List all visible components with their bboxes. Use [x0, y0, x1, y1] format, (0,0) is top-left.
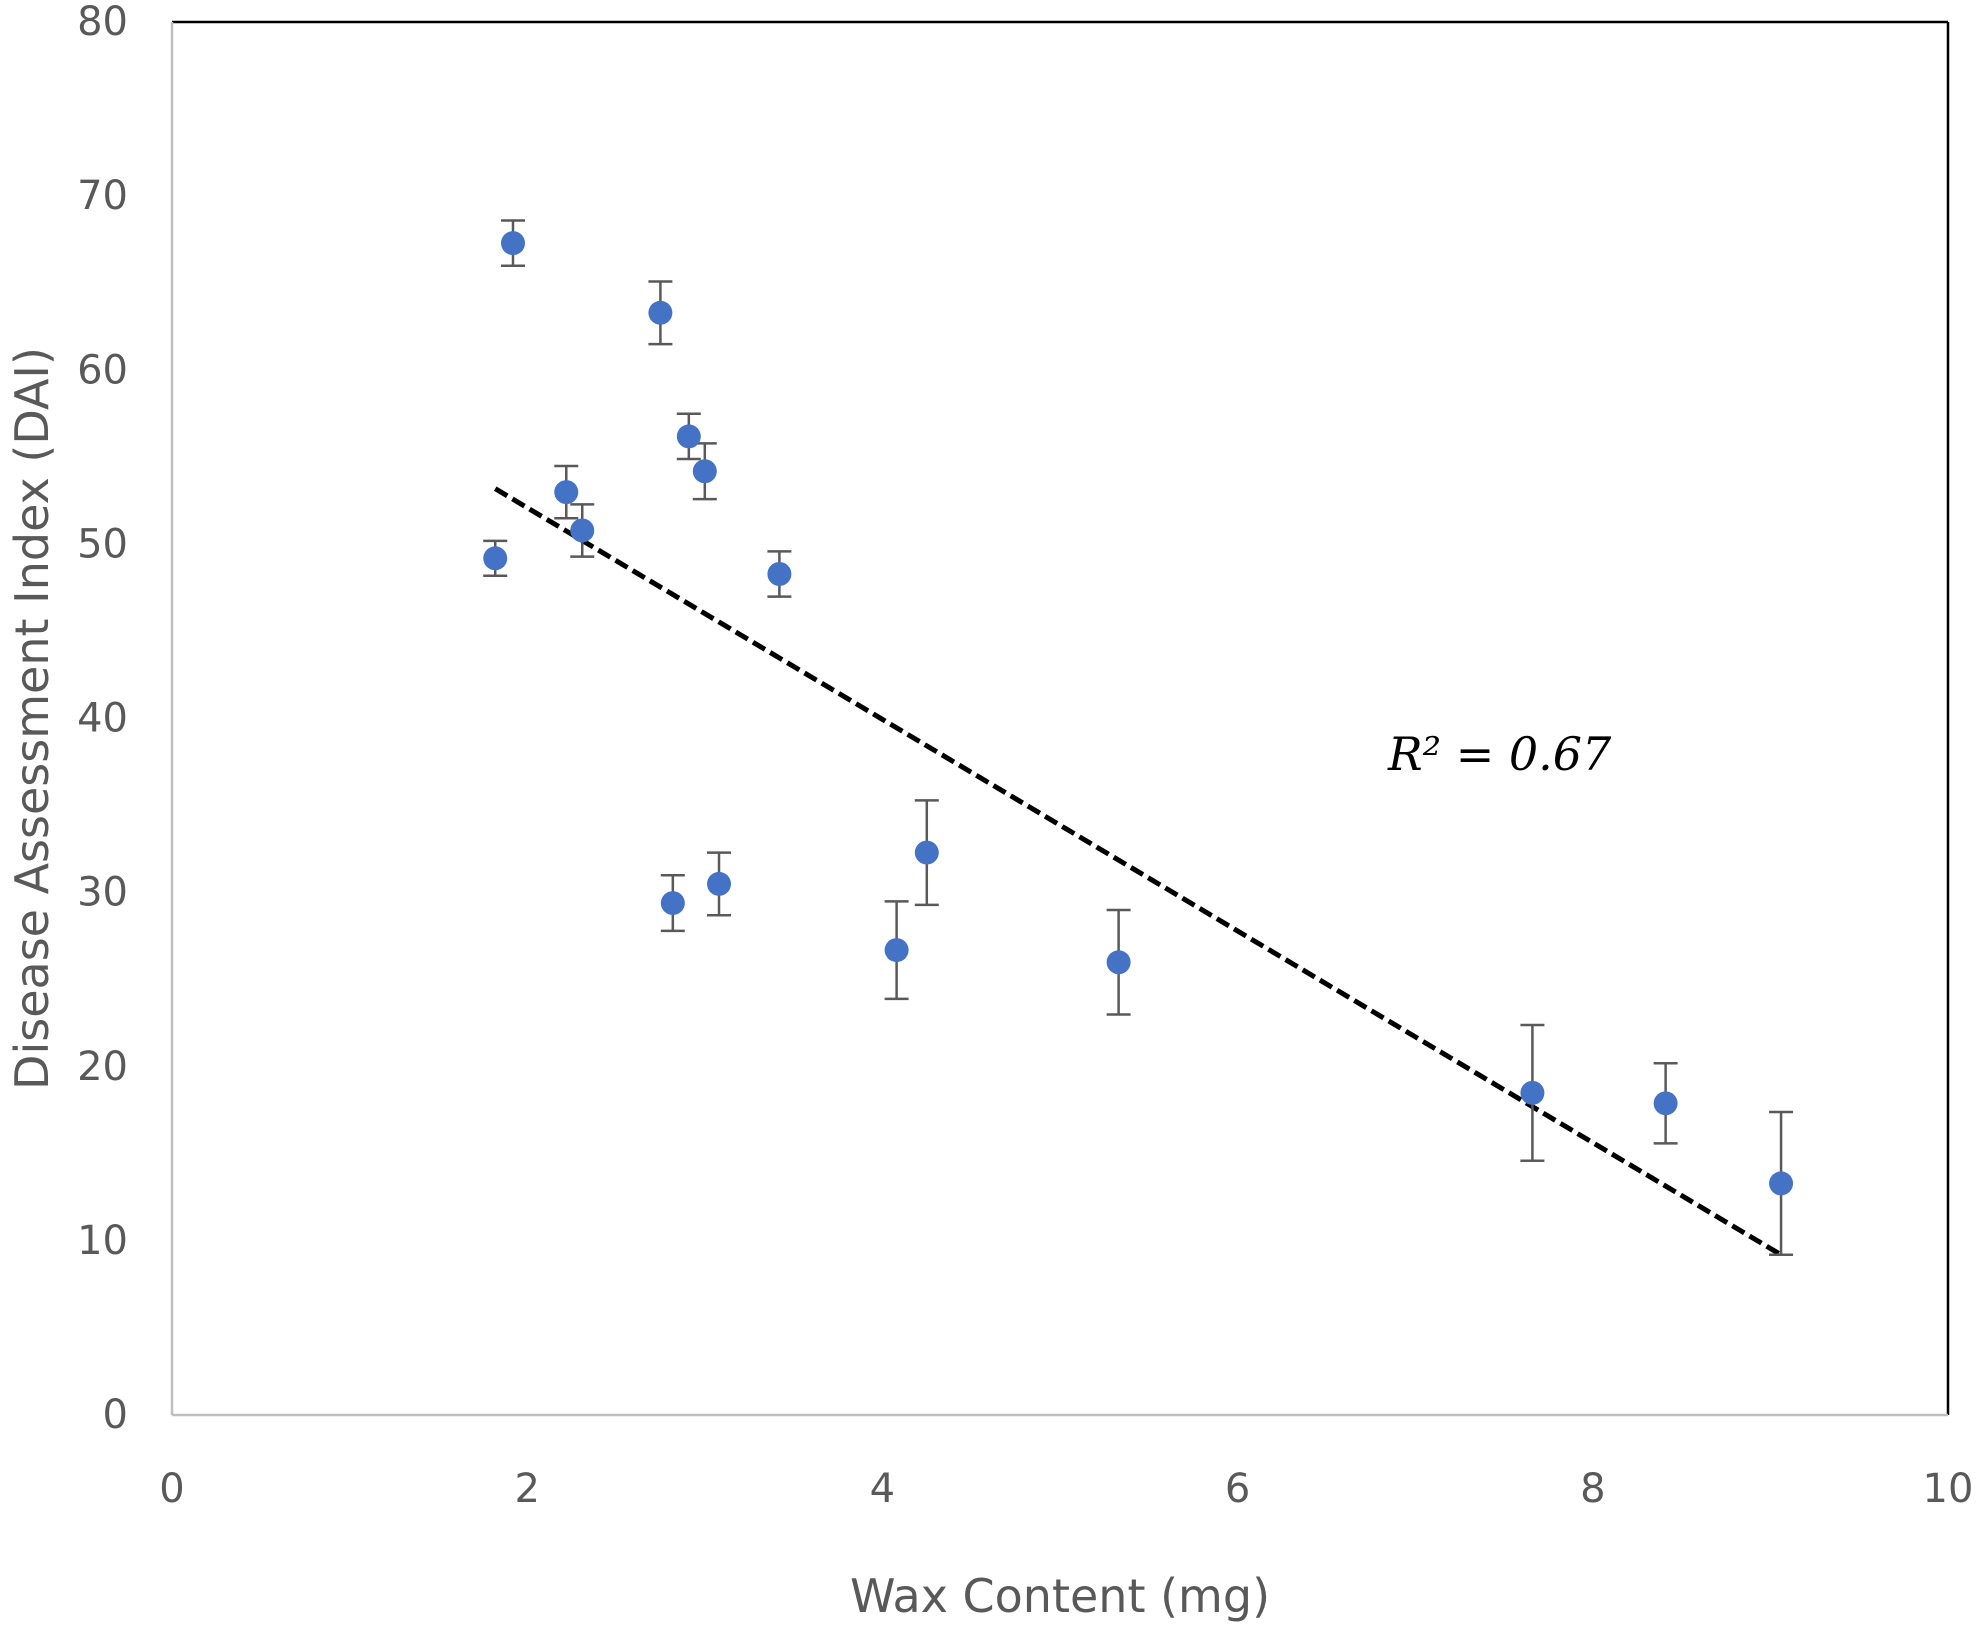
- x-tick-label: 10: [1923, 1466, 1974, 1512]
- x-axis-title: Wax Content (mg): [850, 1569, 1270, 1623]
- data-point: [500, 231, 525, 256]
- y-tick-label: 60: [77, 347, 128, 393]
- x-tick-label: 6: [1225, 1466, 1250, 1512]
- data-point: [1520, 1080, 1545, 1105]
- x-tick-label: 2: [514, 1466, 539, 1512]
- y-tick-label: 70: [77, 173, 128, 219]
- y-tick-label: 10: [77, 1218, 128, 1264]
- data-point: [1106, 950, 1131, 975]
- data-points: [483, 231, 1794, 1196]
- y-tick-label: 0: [103, 1392, 128, 1438]
- y-tick-label: 50: [77, 521, 128, 567]
- y-tick-label: 20: [77, 1044, 128, 1090]
- data-point: [1769, 1171, 1794, 1196]
- data-point: [648, 300, 673, 325]
- data-point: [1653, 1091, 1678, 1116]
- data-point: [767, 561, 792, 586]
- data-point: [707, 871, 732, 896]
- y-tick-label: 40: [77, 696, 128, 742]
- y-tick-label: 30: [77, 870, 128, 916]
- x-tick-label: 4: [870, 1466, 895, 1512]
- trendline: [493, 486, 1783, 1257]
- data-point: [660, 891, 685, 916]
- data-point: [692, 459, 717, 484]
- x-tick-label: 0: [159, 1466, 184, 1512]
- data-point: [570, 518, 595, 543]
- x-tick-labels: 0 2 4 6 8 10: [159, 1466, 1973, 1512]
- r-squared-annotation: R² = 0.67: [1387, 727, 1612, 781]
- data-point: [884, 938, 909, 963]
- y-tick-label: 80: [77, 0, 128, 45]
- y-axis-title: Disease Assessment Index (DAI): [5, 347, 59, 1090]
- y-tick-labels: 0 10 20 30 40 50 60 70 80: [77, 0, 128, 1438]
- trendline-layer: [493, 486, 1783, 1257]
- data-point: [914, 840, 939, 865]
- data-point: [676, 424, 701, 449]
- data-point: [483, 546, 508, 571]
- data-point: [554, 480, 579, 505]
- x-tick-label: 8: [1580, 1466, 1605, 1512]
- plot-frame: [170, 20, 1950, 1417]
